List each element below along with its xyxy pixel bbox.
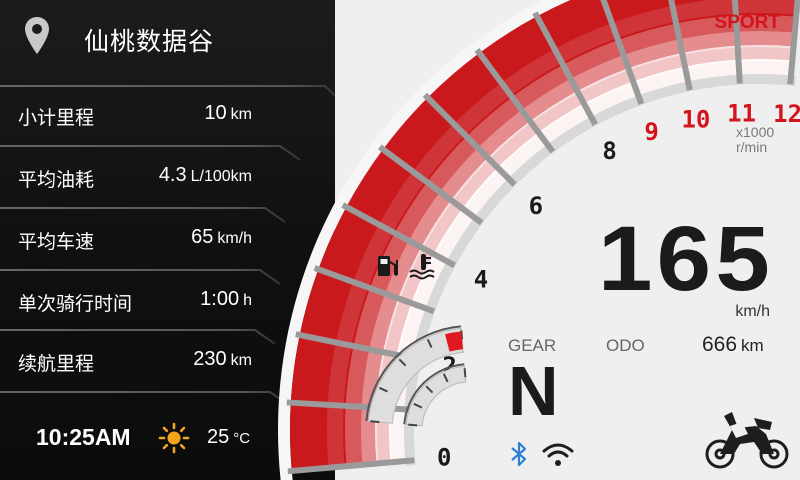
rpm-unit-label: x1000 r/min bbox=[736, 125, 774, 155]
tachometer-label: 8 bbox=[602, 137, 616, 165]
tachometer-label: 12 bbox=[773, 100, 800, 128]
speed-readout: 165 bbox=[596, 216, 776, 296]
motorcycle-icon bbox=[700, 404, 792, 474]
fuel-gauge-fill bbox=[447, 340, 462, 343]
tachometer-label: 10 bbox=[681, 106, 710, 134]
coolant-gauge-tick bbox=[465, 368, 466, 377]
gear-indicator: N bbox=[508, 356, 559, 426]
speed-value: 165 bbox=[598, 216, 774, 296]
odometer-label: ODO bbox=[606, 336, 645, 356]
coolant-gauge-tick bbox=[408, 425, 417, 426]
speed-unit: km/h bbox=[735, 303, 770, 321]
wifi-icon[interactable] bbox=[540, 440, 576, 468]
bluetooth-icon[interactable] bbox=[508, 440, 530, 468]
ride-mode-badge[interactable]: SPORT bbox=[715, 12, 780, 34]
tachometer-label: 9 bbox=[644, 118, 658, 146]
tachometer-label: 6 bbox=[529, 192, 543, 220]
tachometer-label: 4 bbox=[474, 266, 488, 294]
fuel-gauge-tick bbox=[370, 421, 379, 422]
odometer-value: 666 km bbox=[702, 333, 764, 357]
tachometer-label: 0 bbox=[437, 444, 451, 472]
